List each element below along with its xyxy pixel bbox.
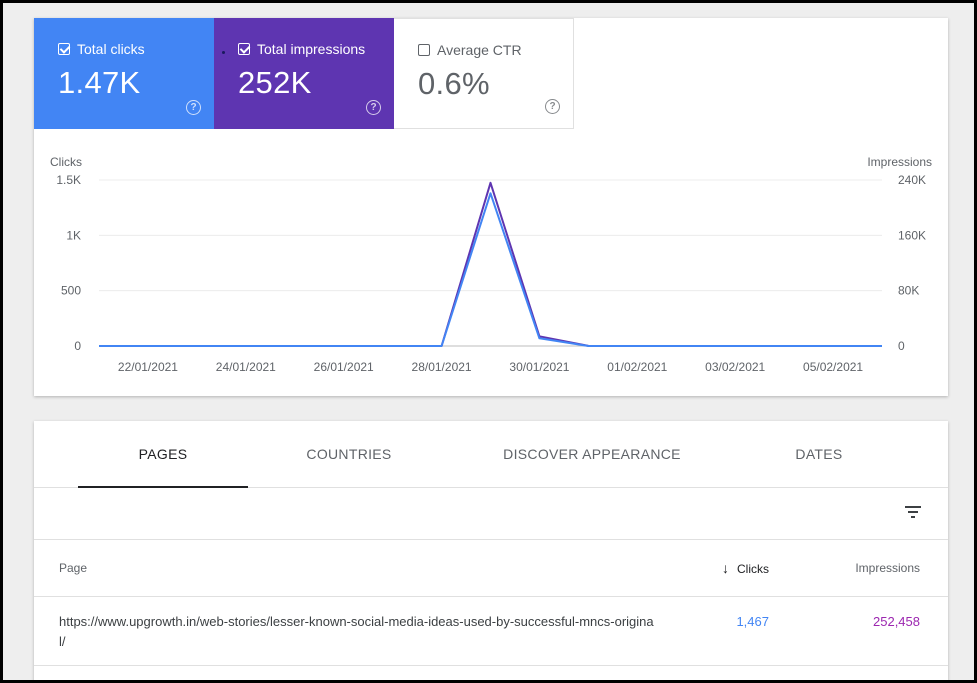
tab-countries[interactable]: COUNTRIES	[306, 446, 392, 462]
y-right-axis-label: Impressions	[867, 155, 932, 169]
y-right-tick-label: 80K	[898, 284, 919, 298]
x-tick-label: 05/02/2021	[803, 360, 863, 374]
help-icon[interactable]: ?	[186, 100, 201, 115]
report-tabs: PAGES COUNTRIES DISCOVER APPEARANCE DATE…	[34, 421, 948, 488]
y-left-tick-label: 1.5K	[56, 173, 81, 187]
x-tick-label: 28/01/2021	[412, 360, 472, 374]
clicks-series-line	[99, 192, 882, 347]
performance-chart-card: Total clicks 1.47K ? Total impressions 2…	[34, 18, 948, 396]
dot-icon	[222, 51, 225, 54]
y-left-tick-label: 0	[74, 339, 81, 353]
metric-average-ctr[interactable]: Average CTR 0.6% ?	[394, 18, 574, 129]
row-clicks: 1,467	[736, 614, 769, 629]
y-right-tick-label: 0	[898, 339, 905, 353]
performance-line-chart: Clicks Impressions 0 0 500 80K 1K 160K 1.5K 240K 2…	[50, 155, 932, 374]
metric-label: Average CTR	[437, 42, 522, 58]
x-tick-label: 03/02/2021	[705, 360, 765, 374]
report-table-card: PAGES COUNTRIES DISCOVER APPEARANCE DATE…	[34, 421, 948, 680]
metric-total-impressions[interactable]: Total impressions 252K ?	[214, 18, 394, 129]
y-right-tick-label: 160K	[898, 228, 926, 242]
metric-value: 1.47K	[58, 65, 141, 100]
x-tick-label: 01/02/2021	[607, 360, 667, 374]
y-right-tick-label: 240K	[898, 173, 926, 187]
x-tick-label: 24/01/2021	[216, 360, 276, 374]
y-left-tick-label: 1K	[66, 228, 81, 242]
impressions-series-line	[99, 181, 882, 347]
metric-label: Total impressions	[257, 41, 366, 57]
metric-value: 0.6%	[418, 66, 490, 101]
sort-arrow-icon: ↓	[722, 560, 729, 576]
column-header-clicks-label: Clicks	[737, 562, 769, 576]
checkbox-icon[interactable]	[238, 43, 250, 55]
column-header-page[interactable]: Page	[59, 561, 88, 575]
metric-value: 252K	[238, 65, 312, 100]
help-icon[interactable]: ?	[545, 99, 560, 114]
column-header-impressions[interactable]: Impressions	[855, 561, 920, 575]
tab-pages[interactable]: PAGES	[78, 421, 248, 488]
page-url[interactable]: https://www.upgrowth.in/web-stories/less…	[59, 614, 654, 649]
row-impressions: 252,458	[873, 614, 920, 629]
table-header: Page ↓ Clicks Impressions	[34, 540, 948, 597]
table-toolbar	[34, 488, 948, 540]
tab-discover-appearance[interactable]: DISCOVER APPEARANCE	[503, 446, 681, 462]
checkbox-icon[interactable]	[418, 44, 430, 56]
filter-icon[interactable]	[904, 503, 922, 521]
checkbox-icon[interactable]	[58, 43, 70, 55]
y-left-tick-label: 500	[61, 284, 81, 298]
x-tick-label: 30/01/2021	[509, 360, 569, 374]
tab-dates[interactable]: DATES	[795, 446, 843, 462]
metric-label: Total clicks	[77, 41, 145, 57]
y-left-axis-label: Clicks	[50, 155, 82, 169]
x-tick-label: 22/01/2021	[118, 360, 178, 374]
help-icon[interactable]: ?	[366, 100, 381, 115]
x-tick-label: 26/01/2021	[314, 360, 374, 374]
metric-total-clicks[interactable]: Total clicks 1.47K ?	[34, 18, 214, 129]
column-header-clicks[interactable]: ↓ Clicks	[722, 540, 769, 596]
table-row[interactable]: https://www.upgrowth.in/web-stories/less…	[34, 597, 948, 666]
